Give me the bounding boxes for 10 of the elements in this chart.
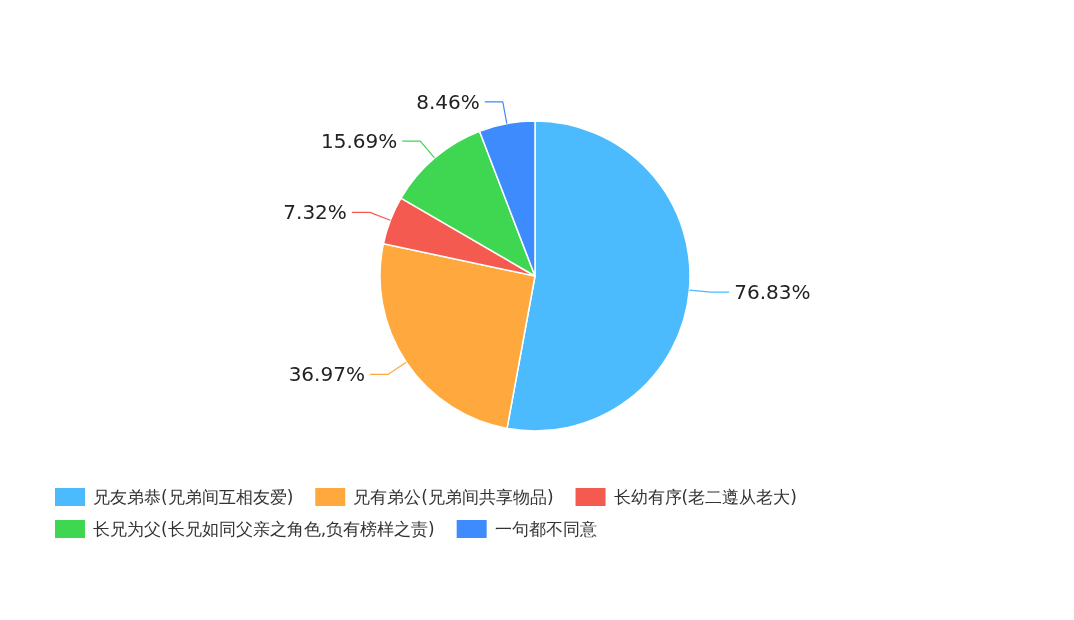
legend-label: 长幼有序(老二遵从老大) (613, 487, 797, 507)
data-label: 15.69% (321, 129, 398, 154)
legend-label: 长兄为父(长兄如同父亲之角色,负有榜样之责) (93, 519, 435, 539)
data-label: 76.83% (734, 280, 811, 305)
legend-label: 兄有弟公(兄弟间共享物品) (353, 487, 554, 507)
data-label: 7.32% (283, 200, 347, 225)
legend-label: 一句都不同意 (494, 519, 597, 539)
legend-label: 兄友弟恭(兄弟间互相友爱) (93, 487, 294, 507)
data-label: 8.46% (416, 89, 480, 114)
data-label: 36.97% (288, 362, 365, 387)
